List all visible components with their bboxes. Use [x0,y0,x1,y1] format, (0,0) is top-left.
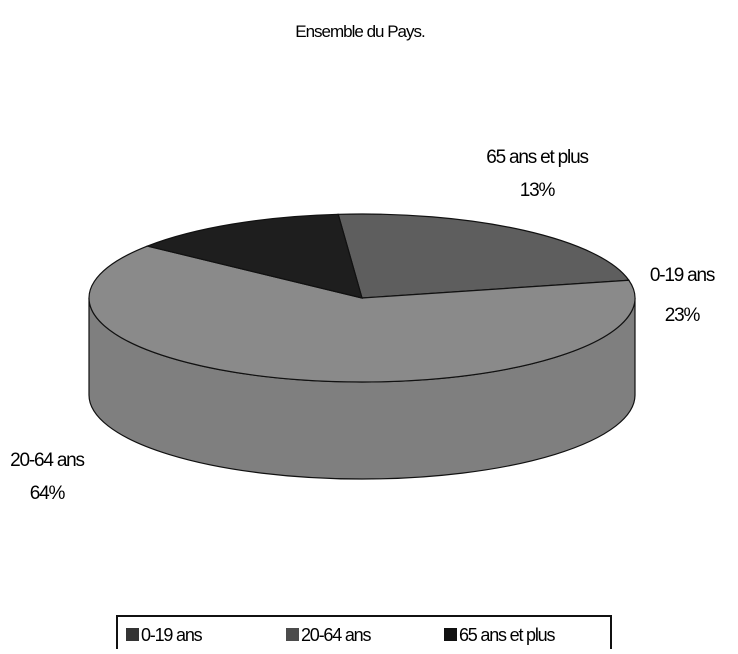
pie-slice-65-ans-et-plus [145,213,363,299]
legend-label: 20-64 ans [301,625,371,645]
legend: 0-19 ans 20-64 ans 65 ans et plus [116,615,612,654]
legend-box [116,615,612,654]
legend-swatch [126,628,139,641]
slice-label-20-64-ans: 20-64 ans 64% [10,450,86,504]
slice-label-65-ans-et-plus: 65 ans et plus 13% [486,147,589,201]
slice-label-percent: 23% [665,305,701,326]
pie-slice-20-64-ans [88,245,636,383]
legend-item-20-64-ans: 20-64 ans [286,625,373,645]
legend-swatch [286,628,299,641]
slice-label-0-19-ans: 0-19 ans 23% [650,265,716,326]
chart-title: Ensemble du Pays. [295,22,425,41]
slice-label-name: 0-19 ans [650,265,715,286]
legend-swatch [444,628,457,641]
pie-tops [88,213,636,383]
slice-label-name: 20-64 ans [10,450,84,471]
legend-label: 0-19 ans [141,625,203,645]
slice-label-percent: 13% [520,180,556,201]
slice-label-name: 65 ans et plus [486,147,588,168]
legend-label: 65 ans et plus [459,625,555,645]
pie-labels: 0-19 ans 23% 20-64 ans 64% 65 ans et plus 13% [10,147,716,504]
slice-label-percent: 64% [30,483,66,504]
legend-item-65-ans-et-plus: 65 ans et plus [444,625,557,645]
pie-slice-0-19-ans [337,213,630,299]
legend-item-0-19-ans: 0-19 ans [126,625,204,645]
